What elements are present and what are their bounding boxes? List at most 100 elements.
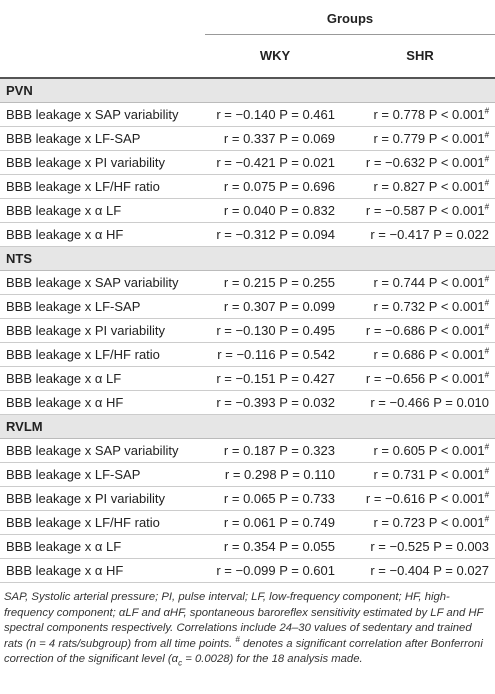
section-row: PVN: [0, 78, 495, 103]
cell-text: r = 0.215 P = 0.255: [223, 274, 335, 290]
row-label: BBB leakage x α HF: [0, 390, 205, 415]
cell: r = 0.779 P < 0.001#: [345, 126, 495, 151]
cell: r = 0.215 P = 0.255: [205, 270, 345, 295]
cell: r = 0.605 P < 0.001#: [345, 438, 495, 463]
table-body: PVN BBB leakage x SAP variability r = −0.1…: [0, 78, 495, 583]
row-label: BBB leakage x α HF: [0, 222, 205, 247]
cell-text: r = 0.827 P < 0.001: [373, 178, 485, 194]
cell-text: r = −0.632 P < 0.001: [365, 154, 485, 170]
row-label: BBB leakage x LF/HF ratio: [0, 342, 205, 367]
table-row: BBB leakage x PI variability r = 0.065 P …: [0, 486, 495, 511]
cell: r = −0.632 P < 0.001#: [345, 150, 495, 175]
significance-mark: #: [484, 322, 490, 332]
column-header: SHR: [345, 34, 495, 79]
significance-mark: #: [484, 298, 490, 308]
cell: r = 0.686 P < 0.001#: [345, 342, 495, 367]
data-table: Groups WKY SHR PVN BBB leakage x SAP vari…: [0, 0, 495, 583]
row-label: BBB leakage x LF-SAP: [0, 126, 205, 151]
cell-text: r = −0.140 P = 0.461: [216, 106, 335, 122]
cell: r = 0.744 P < 0.001#: [345, 270, 495, 295]
table-row: BBB leakage x LF-SAP r = 0.307 P = 0.099 r…: [0, 294, 495, 319]
cell-text: r = −0.466 P = 0.010: [370, 394, 490, 410]
groups-header: Groups: [205, 0, 495, 35]
row-label: BBB leakage x LF/HF ratio: [0, 174, 205, 199]
section-row: RVLM: [0, 414, 495, 439]
table-row: BBB leakage x LF/HF ratio r = 0.061 P = 0…: [0, 510, 495, 535]
significance-mark: #: [484, 442, 490, 452]
significance-mark: #: [484, 490, 490, 500]
table-row: BBB leakage x α LF r = 0.354 P = 0.055 r =…: [0, 534, 495, 559]
header-blank: [0, 0, 205, 34]
header-blank: [0, 34, 205, 79]
section-title: PVN: [0, 78, 495, 103]
row-label: BBB leakage x SAP variability: [0, 270, 205, 295]
cell-text: r = 0.731 P < 0.001: [373, 466, 485, 482]
cell: r = 0.778 P < 0.001#: [345, 102, 495, 127]
row-label: BBB leakage x PI variability: [0, 318, 205, 343]
table-row: BBB leakage x LF-SAP r = 0.337 P = 0.069 r…: [0, 126, 495, 151]
cell-text: r = 0.779 P < 0.001: [373, 130, 485, 146]
cell: r = 0.187 P = 0.323: [205, 438, 345, 463]
footnote-part: denotes a significant correlation after …: [4, 637, 483, 666]
cell-text: r = 0.307 P = 0.099: [223, 298, 335, 314]
cell: r = −0.421 P = 0.021: [205, 150, 345, 175]
footnote-part: #: [235, 635, 240, 645]
cell-text: r = 0.187 P = 0.323: [223, 442, 335, 458]
significance-mark: #: [484, 106, 490, 116]
cell-text: r = −0.587 P < 0.001: [365, 202, 485, 218]
table-row: BBB leakage x SAP variability r = −0.140 …: [0, 102, 495, 127]
cell-text: r = −0.404 P = 0.027: [370, 562, 490, 578]
significance-mark: #: [484, 370, 490, 380]
table-row: BBB leakage x α HF r = −0.312 P = 0.094 r …: [0, 222, 495, 247]
cell: r = −0.393 P = 0.032: [205, 390, 345, 415]
table-row: BBB leakage x α HF r = −0.393 P = 0.032 r …: [0, 390, 495, 415]
cell: r = 0.732 P < 0.001#: [345, 294, 495, 319]
table-row: BBB leakage x α HF r = −0.099 P = 0.601 r …: [0, 558, 495, 583]
section-title: RVLM: [0, 414, 495, 439]
table-row: BBB leakage x LF-SAP r = 0.298 P = 0.110 r…: [0, 462, 495, 487]
row-label: BBB leakage x LF-SAP: [0, 294, 205, 319]
significance-mark: #: [484, 274, 490, 284]
header-row: WKY SHR: [0, 34, 495, 79]
cell: r = 0.307 P = 0.099: [205, 294, 345, 319]
footnote-part: c: [178, 658, 183, 668]
cell-text: r = −0.616 P < 0.001: [365, 490, 485, 506]
table-row: BBB leakage x α LF r = 0.040 P = 0.832 r =…: [0, 198, 495, 223]
table-row: BBB leakage x LF/HF ratio r = 0.075 P = 0…: [0, 174, 495, 199]
cell-text: r = −0.099 P = 0.601: [216, 562, 335, 578]
cell-text: r = −0.421 P = 0.021: [216, 154, 335, 170]
cell: r = −0.130 P = 0.495: [205, 318, 345, 343]
cell: r = 0.298 P = 0.110: [205, 462, 345, 487]
cell: r = 0.354 P = 0.055: [205, 534, 345, 559]
row-label: BBB leakage x PI variability: [0, 150, 205, 175]
row-label: BBB leakage x PI variability: [0, 486, 205, 511]
row-label: BBB leakage x SAP variability: [0, 102, 205, 127]
cell-text: r = 0.337 P = 0.069: [223, 130, 335, 146]
significance-mark: #: [484, 202, 490, 212]
cell-text: r = 0.778 P < 0.001: [373, 106, 485, 122]
table-row: BBB leakage x SAP variability r = 0.215 P…: [0, 270, 495, 295]
cell: r = −0.312 P = 0.094: [205, 222, 345, 247]
cell: r = 0.723 P < 0.001#: [345, 510, 495, 535]
significance-mark: #: [484, 154, 490, 164]
cell: r = 0.040 P = 0.832: [205, 198, 345, 223]
cell-text: r = 0.686 P < 0.001: [373, 346, 485, 362]
cell-text: r = −0.393 P = 0.032: [216, 394, 335, 410]
column-header: WKY: [205, 34, 345, 79]
cell: r = −0.404 P = 0.027: [345, 558, 495, 583]
cell: r = −0.525 P = 0.003: [345, 534, 495, 559]
table-row: BBB leakage x α LF r = −0.151 P = 0.427 r …: [0, 366, 495, 391]
cell: r = −0.417 P = 0.022: [345, 222, 495, 247]
cell-text: r = −0.130 P = 0.495: [216, 322, 335, 338]
cell-text: r = 0.075 P = 0.696: [223, 178, 335, 194]
cell: r = 0.075 P = 0.696: [205, 174, 345, 199]
cell: r = −0.466 P = 0.010: [345, 390, 495, 415]
row-label: BBB leakage x LF/HF ratio: [0, 510, 205, 535]
cell: r = −0.116 P = 0.542: [205, 342, 345, 367]
cell: r = 0.827 P < 0.001#: [345, 174, 495, 199]
cell: r = −0.587 P < 0.001#: [345, 198, 495, 223]
table-row: BBB leakage x PI variability r = −0.130 P…: [0, 318, 495, 343]
cell: r = −0.099 P = 0.601: [205, 558, 345, 583]
cell: r = −0.616 P < 0.001#: [345, 486, 495, 511]
row-label: BBB leakage x SAP variability: [0, 438, 205, 463]
